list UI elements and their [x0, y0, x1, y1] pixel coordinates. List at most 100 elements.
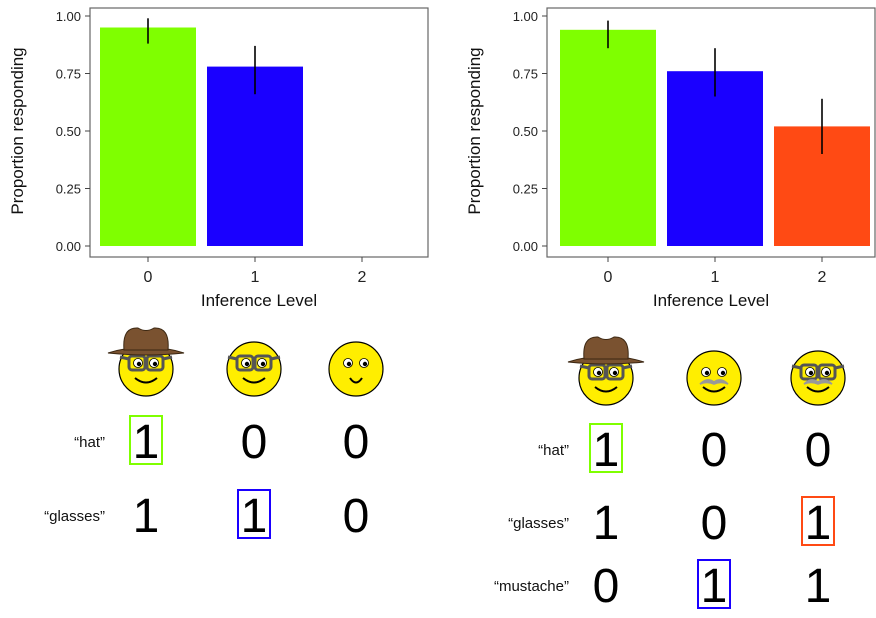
y-tick-label: 0.75 — [56, 67, 81, 82]
smile-icon — [702, 386, 726, 393]
y-tick-label: 1.00 — [56, 9, 81, 24]
feature-label: “glasses” — [44, 508, 105, 525]
highlight-box — [129, 415, 163, 465]
smile-icon — [594, 386, 618, 393]
pupil-icon — [720, 370, 726, 376]
x-axis-label: Inference Level — [653, 291, 769, 310]
bar — [560, 29, 656, 246]
feature-value: 1 — [133, 416, 160, 469]
feature-value: 1 — [593, 497, 620, 550]
feature-value: 1 — [805, 560, 832, 613]
smiley-face — [567, 336, 645, 406]
bar — [207, 66, 303, 246]
y-tick-label: 0.00 — [56, 239, 81, 254]
glasses-arm-icon — [119, 355, 130, 361]
face-icon — [328, 341, 384, 397]
feature-value: 1 — [805, 497, 832, 550]
x-tick-label: 1 — [251, 269, 260, 286]
x-tick-label: 2 — [818, 269, 827, 286]
right-stimulus-panel: “hat” 1 0 0 “glasses” 1 0 1 “mustache” 0 1 1 — [494, 336, 846, 613]
y-axis-label: Proportion responding — [8, 47, 27, 214]
pupil-icon — [612, 370, 618, 376]
y-tick-label: 0.50 — [513, 124, 538, 139]
pupil-icon — [362, 361, 368, 367]
pupil-icon — [260, 361, 266, 367]
plot-border — [89, 7, 429, 258]
feature-label: “hat” — [538, 442, 569, 459]
glasses-arm-icon — [227, 355, 238, 361]
highlight-box — [237, 489, 271, 539]
feature-label: “mustache” — [494, 578, 569, 595]
feature-label: “hat” — [74, 434, 105, 451]
glasses-icon — [127, 354, 147, 372]
pupil-icon — [152, 361, 158, 367]
highlight-box — [589, 423, 623, 473]
smile-icon — [134, 377, 158, 384]
left-stimulus-panel: “hat” 1 0 0 “glasses” 1 1 0 — [44, 327, 384, 543]
glasses-arm-icon — [622, 364, 633, 370]
mustache-icon — [803, 379, 833, 385]
smile-icon — [806, 386, 830, 393]
feature-value: 0 — [805, 424, 832, 477]
x-axis-label: Inference Level — [201, 291, 317, 310]
glasses-icon — [253, 354, 273, 372]
smiley-face — [328, 341, 384, 397]
x-tick-label: 2 — [358, 269, 367, 286]
bar — [667, 71, 763, 246]
smiley-face — [226, 341, 282, 397]
x-tick-label: 1 — [711, 269, 720, 286]
right-bar-chart: 0.00 0.25 0.50 0.75 1.00 0 1 2 Inference Level Pr… — [465, 7, 876, 310]
pupil-icon — [596, 370, 602, 376]
y-tick-label: 0.25 — [56, 182, 81, 197]
glasses-arm-icon — [162, 355, 173, 361]
feature-value: 1 — [133, 490, 160, 543]
smiley-face — [107, 327, 185, 397]
pupil-icon — [704, 370, 710, 376]
hat-crown-icon — [123, 327, 169, 351]
glasses-arm-icon — [834, 364, 845, 370]
glasses-arm-icon — [270, 355, 281, 361]
left-bar-chart: 0.00 0.25 0.50 0.75 1.00 0 1 2 Inference Level Pr… — [8, 7, 429, 310]
highlight-box — [801, 496, 835, 546]
smile-icon — [349, 377, 363, 384]
mustache-icon — [699, 379, 729, 385]
highlight-box — [697, 559, 731, 609]
y-tick-label: 1.00 — [513, 9, 538, 24]
glasses-icon — [235, 354, 255, 372]
pupil-icon — [136, 361, 142, 367]
feature-value: 1 — [241, 490, 268, 543]
hat-crown-icon — [583, 336, 629, 360]
smile-icon — [242, 377, 266, 384]
feature-value: 0 — [343, 490, 370, 543]
feature-value: 0 — [343, 416, 370, 469]
y-axis-label: Proportion responding — [465, 47, 484, 214]
feature-value: 0 — [701, 424, 728, 477]
feature-value: 1 — [593, 424, 620, 477]
pupil-icon — [346, 361, 352, 367]
glasses-icon — [145, 354, 165, 372]
y-tick-label: 0.25 — [513, 182, 538, 197]
pupil-icon — [244, 361, 250, 367]
glasses-arm-icon — [791, 364, 802, 370]
feature-value: 0 — [241, 416, 268, 469]
x-tick-label: 0 — [604, 269, 613, 286]
plot-border — [546, 7, 876, 258]
y-tick-label: 0.00 — [513, 239, 538, 254]
glasses-icon — [817, 363, 837, 381]
face-icon — [686, 350, 742, 406]
feature-value: 0 — [701, 497, 728, 550]
glasses-arm-icon — [579, 364, 590, 370]
bar — [100, 27, 196, 246]
pupil-icon — [824, 370, 830, 376]
smiley-face — [790, 350, 846, 406]
y-tick-label: 0.50 — [56, 124, 81, 139]
glasses-icon — [799, 363, 819, 381]
pupil-icon — [808, 370, 814, 376]
x-tick-label: 0 — [144, 269, 153, 286]
feature-label: “glasses” — [508, 515, 569, 532]
glasses-icon — [587, 363, 607, 381]
smiley-face — [686, 350, 742, 406]
glasses-icon — [605, 363, 625, 381]
feature-value: 0 — [593, 560, 620, 613]
